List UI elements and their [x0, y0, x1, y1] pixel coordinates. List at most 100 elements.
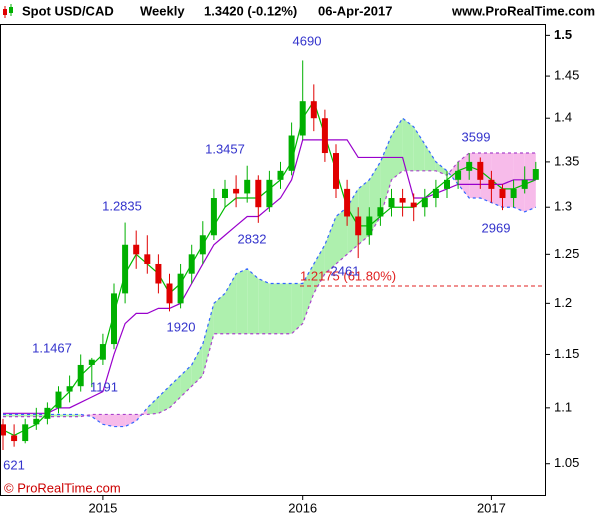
- cloud-segment: [102, 414, 114, 427]
- candle-body: [488, 179, 495, 189]
- candle-body: [33, 418, 40, 425]
- cloud-segment: [247, 268, 259, 334]
- annotation: 3599: [462, 129, 491, 144]
- candle-body: [532, 169, 539, 180]
- candle-body: [521, 179, 528, 189]
- cloud-segment: [413, 126, 425, 171]
- annotation: 2832: [238, 231, 267, 246]
- x-tick-label: 2017: [477, 500, 506, 515]
- candle-body: [310, 101, 317, 119]
- cloud-segment: [147, 396, 159, 415]
- cloud-segment: [191, 344, 203, 387]
- date: 06-Apr-2017: [318, 3, 392, 18]
- chart-title: Spot USD/CAD: [22, 3, 114, 18]
- candle-body: [155, 263, 162, 284]
- candle-body: [499, 188, 506, 199]
- candle-body: [133, 244, 140, 255]
- y-tick-label: 1.2: [554, 295, 572, 310]
- candle-body: [55, 391, 62, 408]
- candle-body: [477, 161, 484, 180]
- cloud-segment: [213, 293, 225, 334]
- last-price: 1.3420 (-0.12%): [204, 3, 297, 18]
- cloud-segment: [114, 414, 126, 427]
- level-label: 1.2175 (61.80%): [300, 268, 396, 283]
- cloud-segment: [236, 268, 248, 334]
- annotation: 1.3457: [205, 141, 245, 156]
- candle-body: [388, 198, 395, 208]
- candle-body: [266, 179, 273, 208]
- candle-body: [66, 386, 73, 392]
- cloud-segment: [435, 161, 447, 176]
- cloud-segment: [58, 414, 70, 417]
- source: www.ProRealTime.com: [451, 3, 595, 18]
- candle-body: [188, 254, 195, 274]
- y-tick-label: 1.05: [554, 455, 579, 470]
- candle-body: [255, 179, 262, 208]
- candle-body: [455, 170, 462, 180]
- y-tick-label: 1.25: [554, 246, 579, 261]
- candle-body: [510, 188, 517, 199]
- candle-body: [144, 254, 151, 264]
- x-tick-label: 2015: [88, 500, 117, 515]
- annotation: 1920: [167, 319, 196, 334]
- cloud-segment: [313, 244, 325, 294]
- cloud-segment: [269, 283, 281, 334]
- plot-frame: [0, 24, 546, 496]
- cloud-segment: [380, 135, 392, 217]
- candle-body: [432, 188, 439, 199]
- candle-body: [222, 188, 228, 199]
- annotation: 1.2835: [102, 198, 142, 213]
- candle-body: [11, 435, 18, 442]
- cloud-segment: [258, 278, 270, 334]
- candle-body: [244, 179, 251, 194]
- candle-body: [88, 359, 95, 365]
- cloud-segment: [391, 118, 403, 180]
- annotation: 621: [3, 457, 25, 472]
- annotation: 1191: [90, 379, 118, 394]
- candle-body: [377, 207, 384, 217]
- cloud-segment: [424, 144, 436, 171]
- candle-body: [77, 364, 84, 387]
- candle-body: [277, 170, 284, 180]
- candle-body: [355, 216, 362, 236]
- candle-body: [99, 344, 106, 360]
- y-tick-label: 1.3: [554, 199, 572, 214]
- header-icon: [3, 4, 13, 18]
- candle-body: [333, 153, 339, 189]
- candle-body: [399, 198, 406, 203]
- candle-body: [466, 161, 473, 171]
- y-tick-label: 1.45: [554, 68, 579, 83]
- cloud-segment: [202, 303, 214, 376]
- candle-body: [410, 202, 417, 208]
- candle-body: [199, 235, 206, 255]
- cloud-segment: [402, 118, 414, 171]
- y-tick-label: 1.35: [554, 153, 579, 168]
- candle-body: [166, 283, 173, 304]
- y-tick-label: 1.5: [554, 27, 572, 42]
- cloud-segment: [324, 216, 336, 274]
- cloud-segment: [158, 386, 170, 414]
- cloud-segment: [125, 414, 137, 427]
- candle-body: [122, 244, 129, 294]
- candle-body: [444, 179, 450, 189]
- cloud-segment: [291, 283, 303, 334]
- candle-body: [177, 273, 184, 304]
- annotation: 1.1467: [32, 340, 72, 355]
- plot-area: [0, 60, 545, 450]
- candle-body: [421, 198, 428, 208]
- y-tick-label: 1.4: [554, 110, 572, 125]
- candle-body: [321, 118, 328, 154]
- candle-body: [344, 188, 351, 217]
- candle-body: [299, 101, 306, 136]
- y-tick-label: 1.1: [554, 399, 572, 414]
- candle-body: [111, 293, 117, 345]
- annotation: 2461: [331, 263, 360, 278]
- candle-body: [0, 424, 6, 436]
- annotation: 4690: [293, 33, 322, 48]
- candle-body: [22, 424, 29, 442]
- x-tick-label: 2016: [288, 500, 317, 515]
- candle-body: [288, 135, 295, 171]
- candle-body: [44, 407, 51, 419]
